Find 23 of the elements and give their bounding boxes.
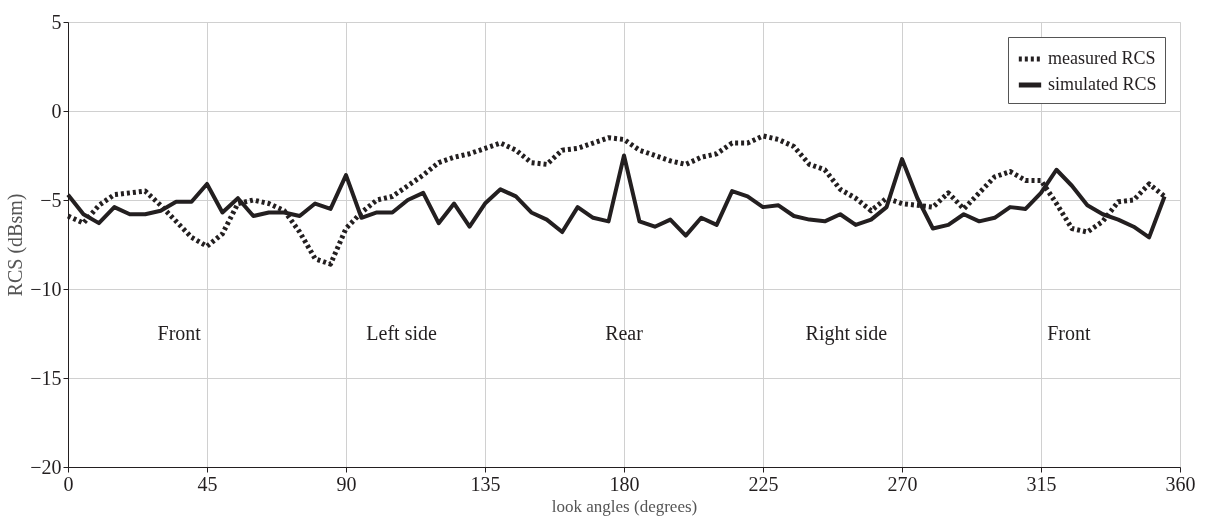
annotation: Right side (805, 321, 888, 345)
annotation: Left side (366, 321, 437, 344)
y-tick-label: −15 (30, 366, 62, 389)
annotation: Front (1047, 321, 1091, 344)
x-tick-label: 180 (609, 472, 640, 495)
x-tick-label: 90 (336, 472, 357, 495)
y-tick-label: −20 (30, 455, 62, 478)
y-tick-label: −10 (30, 277, 62, 300)
x-tick-label: 135 (470, 472, 501, 495)
x-tick-label: 270 (887, 472, 918, 495)
legend-label: simulated RCS (1048, 74, 1157, 94)
legend-label: measured RCS (1048, 48, 1156, 68)
x-tick-label: 225 (748, 472, 779, 495)
y-axis-title: RCS (dBsm) (4, 193, 28, 297)
y-tick-label: 0 (51, 99, 62, 122)
y-tick-label: −5 (40, 188, 62, 211)
annotation: Rear (605, 321, 644, 344)
y-tick-label: 5 (51, 10, 62, 33)
x-tick-label: 360 (1165, 472, 1196, 495)
x-axis-title: look angles (degrees) (551, 496, 698, 516)
x-tick-label: 315 (1026, 472, 1057, 495)
x-tick-label: 45 (197, 472, 218, 495)
annotation: Front (157, 321, 202, 344)
